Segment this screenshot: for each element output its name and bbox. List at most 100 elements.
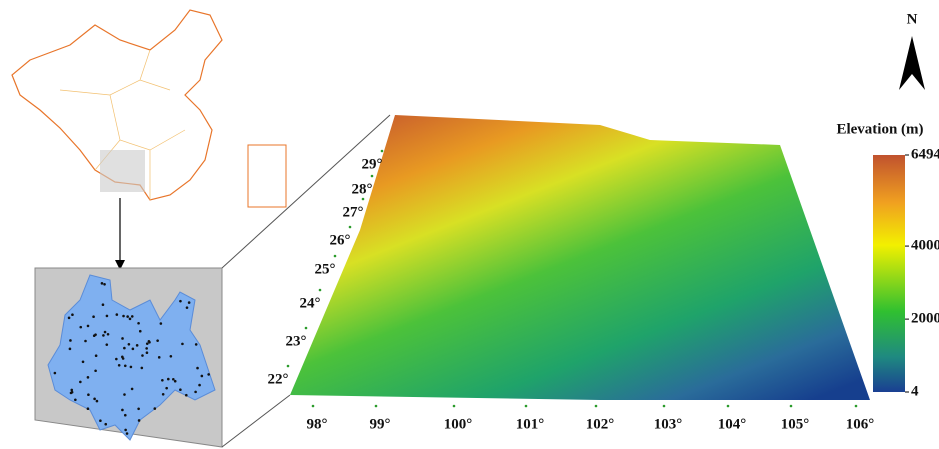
- yunnan-highlight: [100, 150, 145, 192]
- longitude-label: 104°: [718, 416, 747, 432]
- station: [74, 398, 77, 401]
- station: [141, 367, 144, 370]
- station: [95, 354, 98, 357]
- longitude-tick: [855, 405, 858, 408]
- latitude-label: 23°: [286, 333, 307, 349]
- longitude-label: 105°: [781, 416, 810, 432]
- station: [132, 348, 135, 351]
- colorbar-label: 6494: [911, 146, 939, 162]
- station: [179, 300, 182, 303]
- station: [71, 391, 74, 394]
- latitude-label: 28°: [352, 181, 373, 197]
- latitude-label: 29°: [362, 156, 383, 172]
- station: [79, 381, 82, 384]
- longitude-tick: [375, 405, 378, 408]
- latitude-tick: [371, 175, 374, 178]
- station: [106, 315, 109, 318]
- north-arrow: [899, 36, 925, 90]
- station: [102, 334, 105, 337]
- page: N Elevation (m) 649440002000422°23°24°25…: [0, 0, 939, 449]
- longitude-tick: [453, 405, 456, 408]
- latitude-label: 25°: [315, 261, 336, 277]
- longitude-label: 100°: [444, 416, 473, 432]
- station: [194, 391, 197, 394]
- station: [124, 429, 127, 432]
- station: [188, 301, 191, 304]
- longitude-label: 103°: [654, 416, 683, 432]
- station: [87, 393, 90, 396]
- figure: N Elevation (m) 649440002000422°23°24°25…: [0, 0, 939, 449]
- longitude-tick: [727, 405, 730, 408]
- longitude-label: 101°: [516, 416, 545, 432]
- station: [136, 344, 139, 347]
- colorbar-label: 4000: [911, 238, 939, 254]
- station: [68, 317, 71, 320]
- zoom-line: [222, 395, 290, 447]
- latitude-tick: [381, 150, 384, 153]
- station: [121, 356, 124, 359]
- station: [201, 375, 204, 378]
- station: [137, 407, 140, 410]
- station: [71, 313, 74, 316]
- station: [131, 315, 134, 318]
- latitude-label: 22°: [268, 371, 289, 387]
- station: [54, 372, 57, 375]
- station: [172, 378, 175, 381]
- station: [94, 333, 97, 336]
- station: [130, 366, 133, 369]
- station: [124, 414, 127, 417]
- station: [146, 351, 149, 354]
- colorbar: [873, 155, 905, 392]
- station: [101, 282, 104, 285]
- longitude-label: 102°: [586, 416, 615, 432]
- longitude-tick: [312, 405, 315, 408]
- station: [198, 384, 201, 387]
- station: [105, 343, 108, 346]
- station: [70, 389, 73, 392]
- station: [167, 378, 170, 381]
- longitude-tick: [525, 405, 528, 408]
- station: [87, 325, 90, 328]
- latitude-tick: [319, 289, 322, 292]
- latitude-tick: [349, 226, 352, 229]
- station: [131, 388, 134, 391]
- station: [121, 409, 124, 412]
- station: [154, 407, 157, 410]
- station: [148, 340, 151, 343]
- station: [185, 394, 188, 397]
- longitude-label: 106°: [846, 416, 875, 432]
- station: [122, 315, 125, 318]
- station: [162, 393, 165, 396]
- station: [207, 373, 210, 376]
- station: [156, 339, 159, 342]
- station: [69, 348, 72, 351]
- latitude-tick: [362, 198, 365, 201]
- station: [139, 330, 142, 333]
- station: [96, 400, 99, 403]
- latitude-label: 27°: [343, 204, 364, 220]
- station: [69, 339, 72, 342]
- station: [99, 419, 102, 422]
- longitude-tick: [595, 405, 598, 408]
- station: [115, 358, 118, 361]
- station: [121, 337, 124, 340]
- south-sea-inset: [248, 145, 286, 207]
- latitude-label: 26°: [330, 232, 351, 248]
- station: [170, 355, 173, 358]
- station: [118, 364, 121, 367]
- station: [160, 322, 163, 325]
- colorbar-label: 2000: [911, 311, 939, 327]
- station: [161, 379, 164, 382]
- station: [174, 380, 177, 383]
- station: [102, 303, 105, 306]
- latitude-tick: [305, 327, 308, 330]
- station: [165, 387, 168, 390]
- station: [84, 340, 87, 343]
- latitude-tick: [334, 255, 337, 258]
- station: [79, 326, 82, 329]
- station: [128, 343, 131, 346]
- station: [104, 423, 107, 426]
- station: [186, 306, 189, 309]
- station: [195, 343, 198, 346]
- colorbar-label: 4: [911, 383, 919, 399]
